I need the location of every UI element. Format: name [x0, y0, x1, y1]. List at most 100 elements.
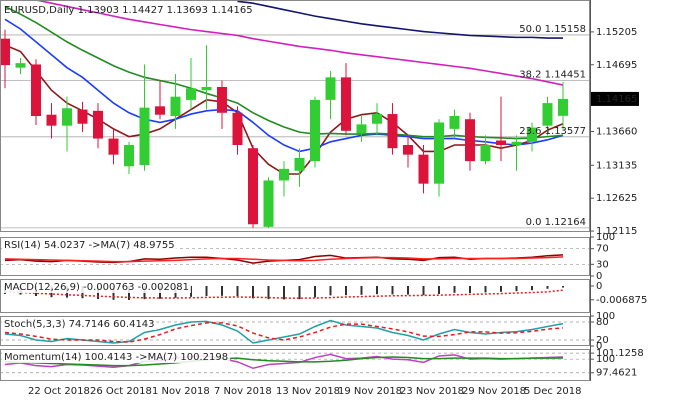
candle-body: [527, 127, 537, 142]
y-tick-label: 97.4621: [596, 368, 637, 379]
y-tick-label: 0: [596, 281, 602, 292]
panel: [0, 237, 590, 276]
histogram-bar: [453, 286, 456, 293]
panel-frame: [0, 0, 590, 232]
candle-body: [325, 77, 336, 100]
candle-body: [201, 87, 212, 91]
indicator-line: [4, 353, 564, 370]
x-tick-label: 7 Nov 2018: [214, 386, 272, 397]
y-tick-label: -0.006875: [596, 295, 647, 306]
histogram-bar: [283, 286, 285, 300]
candle-body: [139, 107, 150, 165]
candle-body: [294, 157, 305, 171]
title-bg: [2, 281, 191, 293]
histogram-bar: [236, 286, 239, 297]
candle-body: [418, 154, 429, 184]
candle-body: [263, 180, 274, 227]
candle-body: [186, 88, 196, 100]
histogram-bar: [298, 286, 301, 300]
candle-body: [387, 114, 398, 149]
histogram-bar: [329, 286, 332, 296]
y-tick-label: 0: [596, 271, 602, 282]
candle-body: [62, 108, 72, 126]
candle-body: [558, 98, 568, 116]
fib-label: 38.2 1.14451: [519, 69, 586, 80]
indicator-title: Momentum(14) 100.4143 ->MA(7) 100.2198: [4, 352, 228, 363]
histogram-bar: [205, 286, 208, 296]
candle-body: [217, 87, 227, 113]
histogram-bar: [314, 286, 316, 298]
panel-frame: [0, 316, 590, 346]
candle-body: [248, 148, 258, 225]
candle-body: [155, 106, 165, 115]
candle-body: [77, 109, 88, 124]
x-tick-label: 13 Nov 2018: [276, 386, 340, 397]
histogram-bar: [515, 286, 518, 292]
histogram-bar: [484, 286, 487, 293]
candle-body: [449, 116, 460, 129]
y-tick-label: 70: [596, 244, 609, 255]
candle-body: [310, 99, 320, 162]
indicator-title: Stoch(5,3,3) 74.7146 60.4143: [4, 319, 155, 330]
panel: [0, 0, 590, 229]
panel-frame: [0, 237, 590, 276]
histogram-bar: [376, 286, 378, 295]
panel-frame: [0, 279, 590, 313]
candle-body: [356, 124, 367, 134]
candle-body: [46, 114, 57, 126]
x-tick-label: 22 Oct 2018: [28, 386, 90, 397]
histogram-bar: [407, 286, 409, 295]
candle-body: [434, 122, 444, 184]
candle-body: [341, 77, 351, 131]
histogram-bar: [267, 286, 270, 300]
y-tick-label: 1.12625: [596, 193, 637, 204]
title-bg: [2, 239, 177, 251]
y-tick-label: 101.1258: [596, 348, 644, 359]
y-tick-label: 30: [596, 259, 609, 270]
histogram-bar: [221, 286, 223, 296]
panel-frame: [0, 349, 590, 381]
title-bg: [2, 318, 157, 330]
indicator-line: [4, 256, 564, 263]
x-tick-label: 19 Nov 2018: [338, 386, 402, 397]
candle-body: [124, 145, 134, 167]
candle-body: [108, 138, 119, 155]
y-tick-label: 100: [596, 232, 615, 243]
last-price: 1.14165: [596, 94, 637, 105]
x-tick-label: 26 Oct 2018: [90, 386, 152, 397]
y-tick-label: 0: [596, 341, 602, 352]
moving-average: [237, 0, 563, 39]
candle-body: [232, 112, 243, 145]
candle-body: [465, 119, 475, 162]
histogram-bar: [190, 286, 192, 297]
y-tick-label: 1.12115: [596, 226, 637, 237]
histogram-bar: [469, 286, 471, 293]
x-tick-label: 5 Dec 2018: [524, 386, 582, 397]
fib-label: 23.6 1.13577: [519, 126, 586, 137]
x-tick-label: 29 Nov 2018: [462, 386, 526, 397]
indicator-title: MACD(12,26,9) -0.000763 -0.002081: [4, 282, 189, 293]
y-tick-label: 1.15205: [596, 27, 637, 38]
histogram-bar: [546, 286, 549, 289]
histogram-bar: [360, 286, 363, 295]
candle-body: [542, 103, 553, 126]
candle-body: [93, 110, 103, 139]
y-tick-label: 1.13135: [596, 160, 637, 171]
indicator-line: [4, 322, 564, 343]
y-tick-label: 1.13660: [596, 126, 637, 137]
title-bg: [2, 351, 231, 363]
candle-body: [403, 145, 413, 155]
y-tick-label: 100: [596, 311, 615, 322]
x-tick-label: 23 Nov 2018: [400, 386, 464, 397]
y-tick-label: 100: [596, 354, 615, 365]
indicator-title: RSI(14) 54.0237 ->MA(7) 48.9755: [4, 240, 175, 251]
x-tick-label: 1 Nov 2018: [152, 386, 210, 397]
indicator-line: [4, 289, 564, 299]
candle-body: [480, 145, 491, 162]
candle-body: [31, 64, 41, 116]
histogram-bar: [562, 286, 564, 288]
candle-body: [15, 63, 26, 68]
histogram-bar: [531, 286, 533, 291]
